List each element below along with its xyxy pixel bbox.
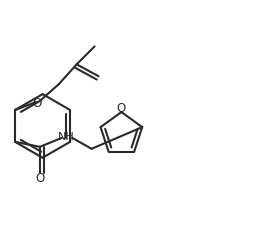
Text: NH: NH (58, 131, 75, 141)
Text: O: O (117, 101, 126, 114)
Text: O: O (33, 96, 42, 109)
Text: O: O (35, 171, 45, 184)
